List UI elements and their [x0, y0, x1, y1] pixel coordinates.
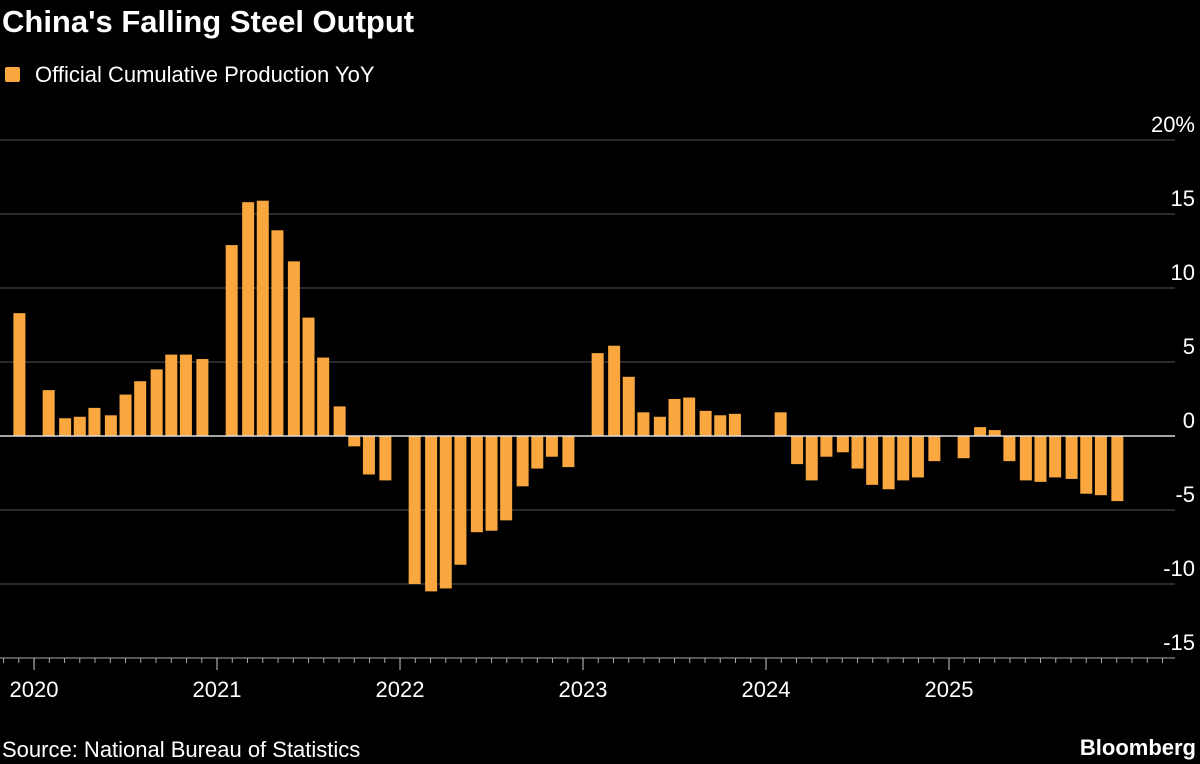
bar — [150, 369, 163, 436]
source-note: Source: National Bureau of Statistics — [2, 737, 360, 762]
bar — [256, 200, 269, 436]
chart-title: China's Falling Steel Output — [2, 4, 414, 39]
bar — [836, 436, 849, 453]
bar — [454, 436, 467, 565]
bar — [439, 436, 452, 589]
bar — [1080, 436, 1093, 494]
y-tick-label: 15 — [1171, 186, 1195, 211]
x-tick-label: 2021 — [193, 677, 242, 702]
bar — [516, 436, 529, 487]
x-tick-label: 2022 — [376, 677, 425, 702]
bar — [683, 397, 696, 436]
bar — [851, 436, 864, 469]
bar — [928, 436, 941, 462]
bar — [805, 436, 818, 481]
bar — [957, 436, 970, 459]
bar — [591, 353, 604, 436]
bar — [42, 390, 55, 436]
bar — [470, 436, 483, 533]
bar — [362, 436, 375, 475]
bar — [73, 416, 86, 436]
bar — [225, 245, 238, 436]
bar — [820, 436, 833, 457]
y-tick-label: -15 — [1163, 630, 1195, 655]
bar — [317, 357, 330, 436]
legend-swatch — [5, 67, 20, 82]
bar — [500, 436, 513, 521]
y-tick-label: -10 — [1163, 556, 1195, 581]
bar — [774, 412, 787, 436]
bar — [1065, 436, 1078, 479]
bar — [897, 436, 910, 481]
bar — [59, 418, 72, 436]
bar — [242, 202, 255, 436]
bar — [485, 436, 498, 531]
x-tick-label: 2020 — [10, 677, 59, 702]
y-tick-label: 0 — [1183, 408, 1195, 433]
y-tick-label: 5 — [1183, 334, 1195, 359]
bar — [179, 354, 192, 436]
bar — [866, 436, 879, 485]
bar — [1049, 436, 1062, 478]
bar — [714, 415, 727, 436]
bar — [608, 345, 621, 436]
bar — [379, 436, 392, 481]
bar — [165, 354, 178, 436]
legend-label: Official Cumulative Production YoY — [35, 62, 375, 87]
y-tick-label: 20% — [1151, 112, 1195, 137]
bar — [1019, 436, 1032, 481]
bar — [974, 427, 987, 436]
bar — [668, 399, 681, 436]
bar — [728, 413, 741, 436]
bar — [287, 261, 300, 436]
bar — [196, 359, 209, 436]
bar — [1034, 436, 1047, 482]
bar — [531, 436, 544, 469]
brand: Bloomberg — [1080, 735, 1196, 760]
bar — [333, 406, 346, 436]
bar — [1111, 436, 1124, 502]
x-tick-label: 2024 — [742, 677, 791, 702]
bar — [911, 436, 924, 478]
x-tick-label: 2023 — [559, 677, 608, 702]
bar — [882, 436, 895, 490]
bar — [1094, 436, 1107, 496]
bar — [13, 313, 26, 436]
bar — [699, 410, 712, 436]
bar — [104, 415, 117, 436]
x-tick-label: 2025 — [925, 677, 974, 702]
bar — [302, 317, 315, 436]
bar — [134, 381, 147, 436]
bar — [408, 436, 421, 584]
bar — [791, 436, 804, 465]
bar — [88, 407, 101, 436]
bar — [622, 376, 635, 436]
y-tick-label: -5 — [1175, 482, 1195, 507]
y-tick-label: 10 — [1171, 260, 1195, 285]
bar — [545, 436, 558, 457]
bar — [348, 436, 361, 447]
bar — [988, 430, 1001, 436]
bar — [637, 412, 650, 436]
bar — [119, 394, 132, 436]
bar — [271, 230, 284, 436]
bar — [653, 416, 666, 436]
bar — [1003, 436, 1016, 462]
bar — [562, 436, 575, 468]
bar — [425, 436, 438, 592]
